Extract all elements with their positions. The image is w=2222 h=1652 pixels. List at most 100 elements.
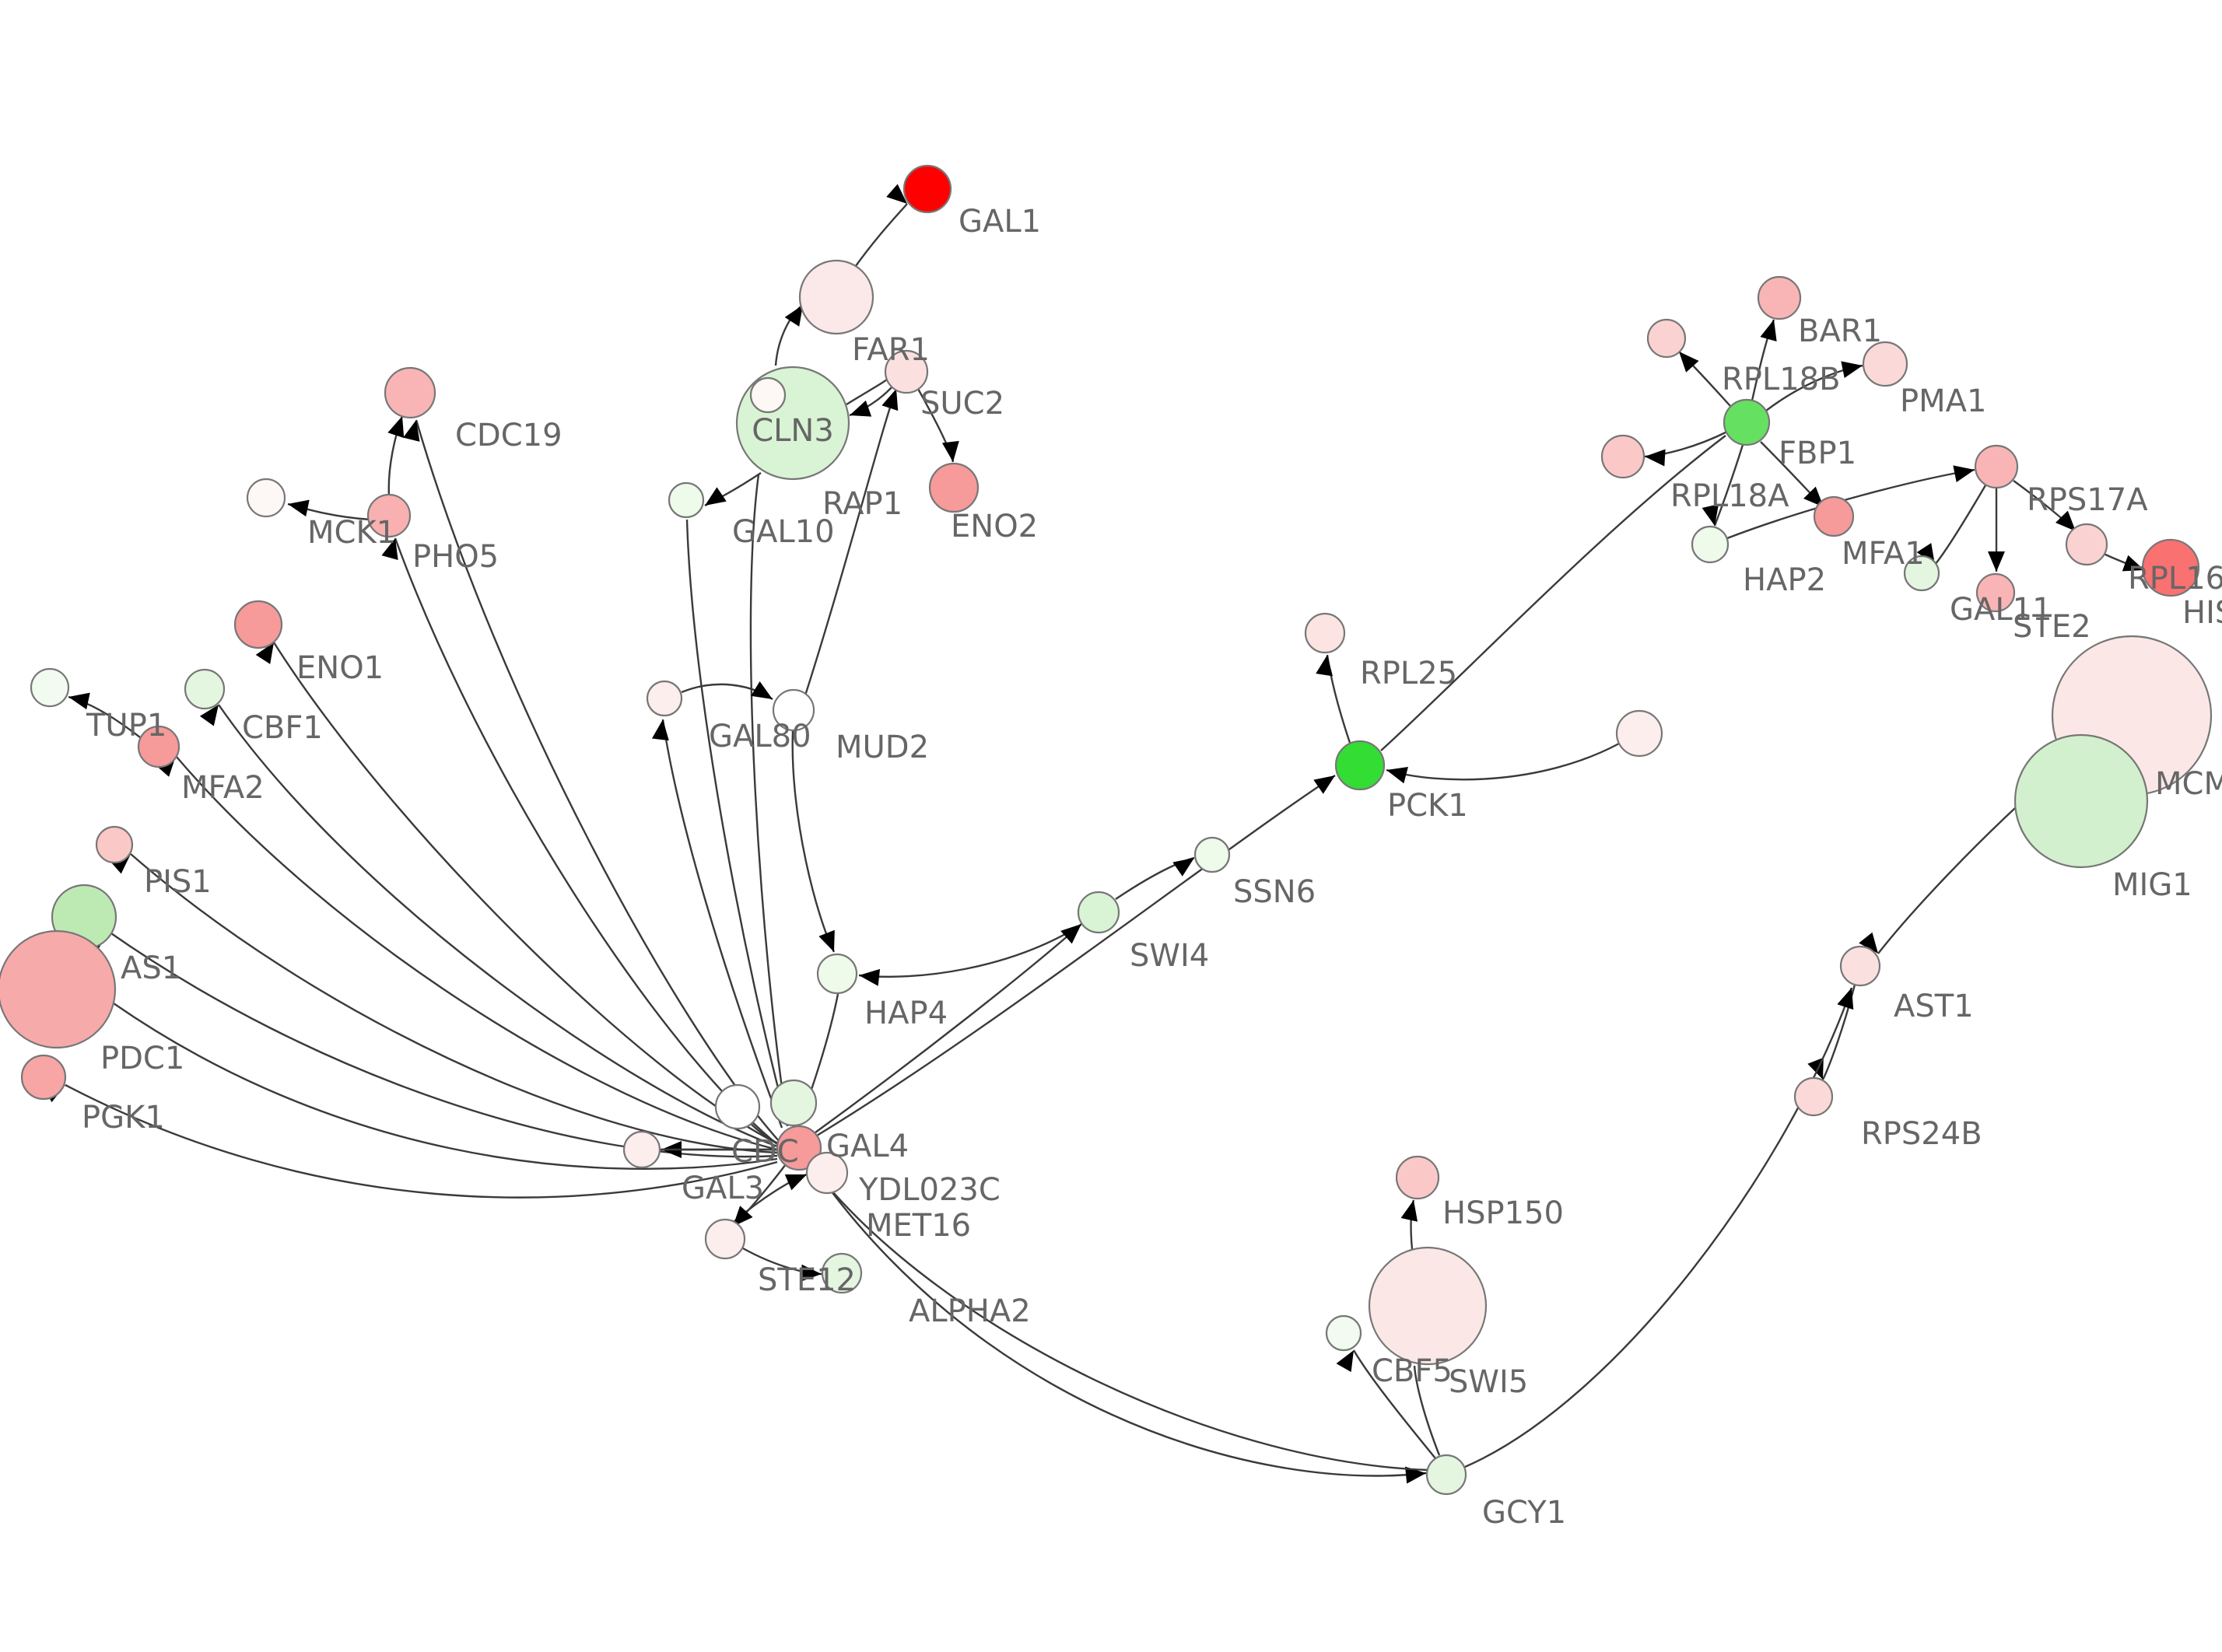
node-label-far1: FAR1 bbox=[852, 332, 930, 368]
edge-far1-to-gal1 bbox=[853, 203, 908, 270]
node-cdc19[interactable] bbox=[384, 366, 436, 419]
node-rpl18a[interactable] bbox=[1600, 434, 1645, 479]
node-fbp1[interactable] bbox=[1723, 398, 1771, 446]
node-label-pgk1: PGK1 bbox=[82, 1100, 165, 1136]
node-bar1[interactable] bbox=[1757, 275, 1802, 320]
node-ast1[interactable] bbox=[1839, 945, 1881, 987]
node-met16n[interactable] bbox=[769, 1079, 818, 1127]
node-rps17a[interactable] bbox=[1974, 444, 2019, 489]
node-label-ste2: STE2 bbox=[2013, 609, 2091, 645]
node-pho5[interactable] bbox=[366, 493, 412, 538]
node-ste12[interactable] bbox=[704, 1218, 746, 1260]
node-label-gcy1: GCY1 bbox=[1482, 1495, 1566, 1531]
edge-gal4-to-pis1 bbox=[130, 853, 778, 1154]
edge-arrowhead bbox=[68, 692, 90, 710]
edge-arrowhead bbox=[784, 305, 803, 327]
node-pis1[interactable] bbox=[95, 825, 134, 864]
node-label-met16l: MET16 bbox=[866, 1208, 971, 1244]
edge-gal4-to-cbf1 bbox=[218, 704, 778, 1148]
node-rpl16a[interactable] bbox=[2065, 523, 2108, 566]
edge-gcy1-to-cbf5 bbox=[1352, 1349, 1436, 1459]
node-label-mig1: MIG1 bbox=[2112, 867, 2192, 903]
node-gal4[interactable] bbox=[776, 1125, 822, 1171]
node-cdcn[interactable] bbox=[714, 1083, 761, 1130]
node-gal11[interactable] bbox=[1903, 555, 1940, 592]
node-label-rpl18a: RPL18A bbox=[1670, 478, 1789, 514]
edge-gcy1-to-ast1 bbox=[1464, 987, 1853, 1468]
edge-swi4-to-hap4 bbox=[858, 924, 1081, 978]
node-swi5[interactable] bbox=[1368, 1246, 1488, 1366]
edge-fbp1-to-hap2 bbox=[1713, 444, 1744, 527]
edge-arrowhead bbox=[199, 705, 219, 726]
edge-arrowhead bbox=[818, 929, 835, 952]
node-pcksrc[interactable] bbox=[1615, 709, 1663, 758]
edge-arrowhead bbox=[1837, 988, 1854, 1010]
node-label-gal4: GAL4 bbox=[826, 1129, 909, 1164]
node-gcy1[interactable] bbox=[1425, 1454, 1467, 1496]
node-gal80[interactable] bbox=[646, 680, 683, 717]
edge-arrowhead bbox=[941, 440, 959, 462]
node-gal1[interactable] bbox=[902, 164, 952, 214]
node-suc2[interactable] bbox=[884, 349, 929, 394]
edge-arrowhead bbox=[1313, 775, 1335, 794]
edge-gal4-to-pdc1 bbox=[113, 1003, 778, 1170]
edge-cln3-to-suc2 bbox=[846, 376, 891, 406]
node-label-rpl18b: RPL18B bbox=[1722, 362, 1841, 397]
node-rpl25[interactable] bbox=[1304, 612, 1346, 654]
node-label-rps24b: RPS24B bbox=[1861, 1116, 1982, 1152]
node-label-mfa2: MFA2 bbox=[181, 770, 265, 806]
node-pma1[interactable] bbox=[1862, 341, 1908, 387]
edge-gal4-to-cln3 bbox=[749, 474, 789, 1127]
edge-pck1-to-rpl25 bbox=[1326, 654, 1351, 744]
node-label-bar1: BAR1 bbox=[1798, 313, 1882, 349]
node-label-cdcn: CDC bbox=[731, 1134, 799, 1170]
edge-gal4-to-swi4 bbox=[815, 923, 1082, 1133]
node-mfa1[interactable] bbox=[1813, 495, 1855, 537]
node-rap1[interactable] bbox=[749, 376, 787, 414]
node-his4[interactable] bbox=[2141, 538, 2200, 597]
node-label-ydl023c: YDL023C bbox=[858, 1172, 1001, 1208]
node-mig1[interactable] bbox=[2013, 733, 2149, 869]
node-alpha2[interactable] bbox=[821, 1252, 863, 1294]
node-rps24b[interactable] bbox=[1793, 1076, 1834, 1117]
node-label-pho5: PHO5 bbox=[412, 539, 499, 575]
node-mck1[interactable] bbox=[246, 478, 286, 518]
node-hsp150[interactable] bbox=[1395, 1155, 1440, 1200]
edge-gal4-to-gal80 bbox=[661, 719, 783, 1129]
node-far1[interactable] bbox=[798, 259, 874, 335]
edge-gal4-to-pgk1 bbox=[65, 1083, 778, 1199]
edge-arrowhead bbox=[387, 416, 405, 439]
node-ssn6[interactable] bbox=[1193, 836, 1231, 873]
node-eno2[interactable] bbox=[928, 462, 980, 513]
node-pgk1[interactable] bbox=[20, 1054, 67, 1101]
node-label-pdc1: PDC1 bbox=[100, 1041, 184, 1076]
node-eno1[interactable] bbox=[233, 600, 283, 649]
edge-arrowhead bbox=[288, 499, 310, 517]
node-pck1[interactable] bbox=[1334, 740, 1386, 791]
node-label-cdc19: CDC19 bbox=[455, 418, 563, 453]
node-swi4[interactable] bbox=[1077, 891, 1120, 934]
edge-arrowhead bbox=[1679, 352, 1699, 373]
node-cbf5[interactable] bbox=[1325, 1314, 1362, 1352]
edge-arrowhead bbox=[1987, 551, 2005, 572]
node-label-pma1: PMA1 bbox=[1900, 383, 1986, 419]
node-pdc1[interactable] bbox=[0, 929, 117, 1049]
node-gal10[interactable] bbox=[668, 481, 705, 519]
edge-gal4-to-cdc19 bbox=[415, 419, 780, 1143]
node-ste2[interactable] bbox=[1975, 572, 2016, 613]
node-hap2[interactable] bbox=[1691, 525, 1730, 564]
node-mfa2[interactable] bbox=[137, 725, 180, 768]
node-ydl023c[interactable] bbox=[805, 1151, 849, 1195]
node-rpl18b[interactable] bbox=[1646, 318, 1687, 359]
node-label-mck1: MCK1 bbox=[307, 515, 396, 551]
node-label-swi5: SWI5 bbox=[1449, 1364, 1528, 1400]
node-tup1[interactable] bbox=[30, 667, 70, 708]
node-cbf1[interactable] bbox=[184, 668, 226, 710]
node-mud2[interactable] bbox=[772, 688, 815, 732]
node-gal3[interactable] bbox=[622, 1130, 661, 1169]
node-label-gal11: GAL11 bbox=[1950, 592, 2052, 628]
edge-arrowhead bbox=[403, 420, 420, 442]
node-label-alpha2: ALPHA2 bbox=[909, 1293, 1031, 1329]
edge-arrowhead bbox=[1316, 655, 1333, 677]
node-hap4[interactable] bbox=[816, 953, 858, 995]
